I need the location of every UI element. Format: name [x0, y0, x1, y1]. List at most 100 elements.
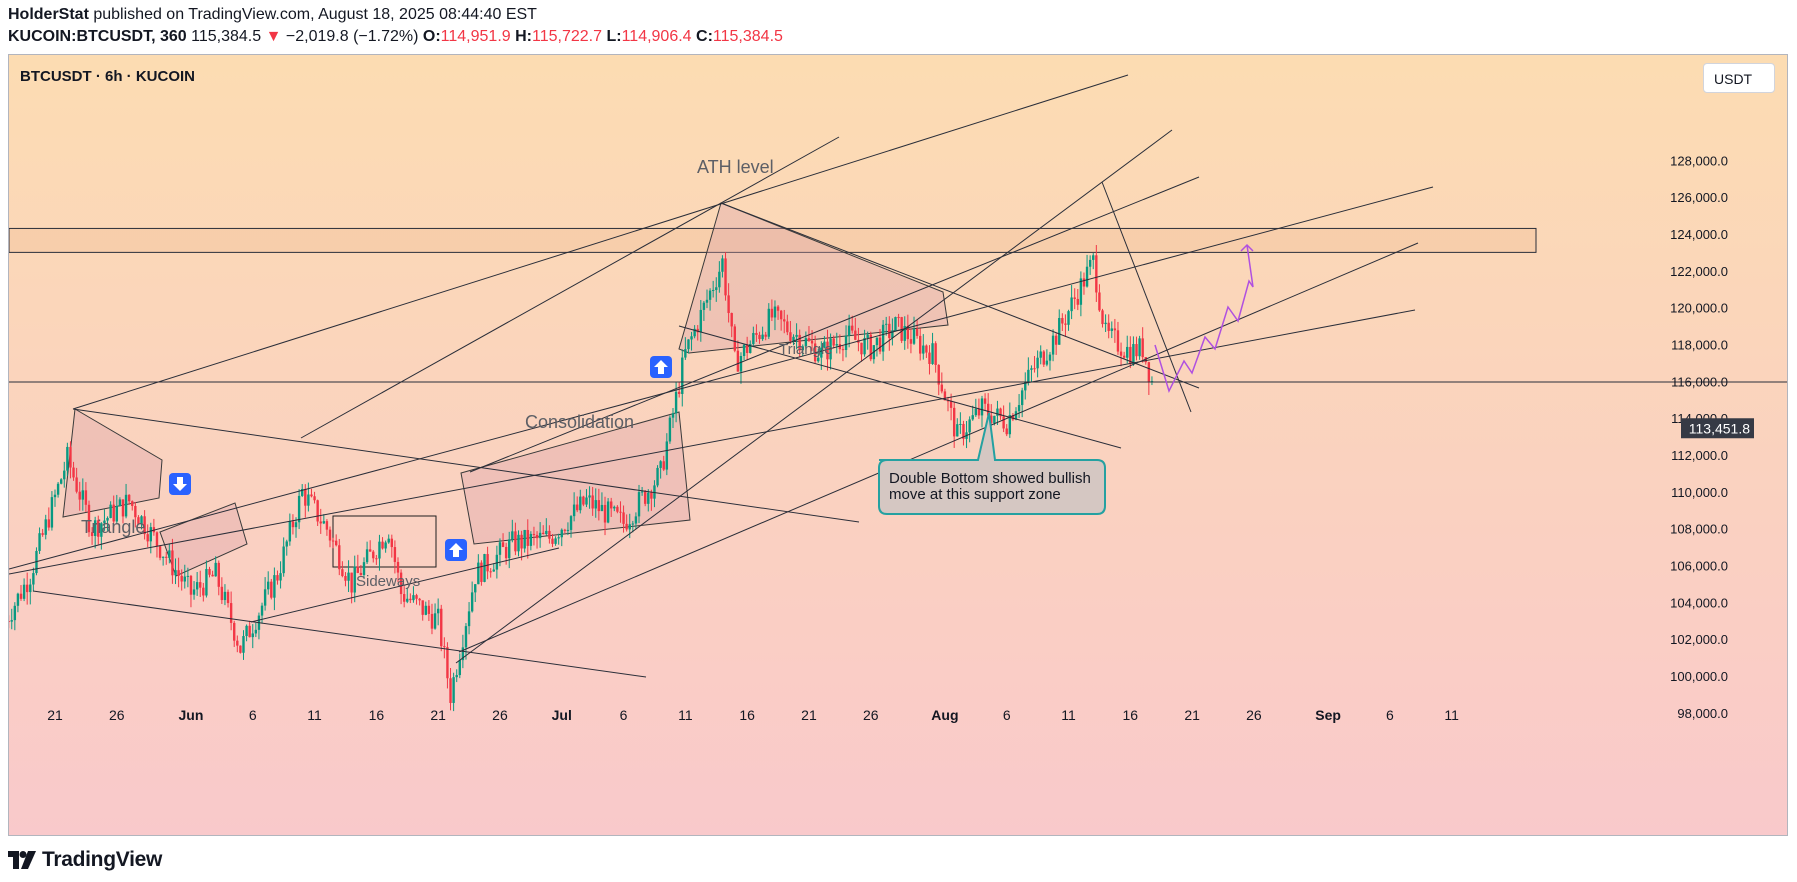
candle-body: [1042, 351, 1045, 365]
candle-body: [699, 309, 703, 333]
chart-pane[interactable]: ATH level Triangle Sideways Consolidation Tr…: [8, 54, 1788, 836]
candle-body: [659, 461, 662, 468]
candle-body: [322, 521, 326, 524]
candle-body: [1073, 297, 1076, 299]
channel-mid: [469, 176, 1200, 473]
candle-body: [325, 521, 329, 530]
candle-body: [29, 584, 32, 593]
candle-body: [22, 584, 26, 599]
candle-body: [251, 633, 254, 638]
candle-body: [875, 337, 879, 346]
currency-button[interactable]: USDT: [1703, 63, 1775, 93]
candle-body: [310, 494, 313, 497]
lower-left-line-2: [250, 547, 560, 623]
candle-body: [140, 516, 143, 525]
candle-body: [508, 539, 511, 559]
y-tick-label: 118,000.0: [1671, 337, 1728, 352]
candle-body: [885, 323, 888, 325]
candle-body: [653, 485, 656, 499]
candle-body: [294, 522, 298, 528]
candle-body: [851, 325, 854, 331]
x-tick-label: 26: [863, 707, 879, 723]
candle-body: [214, 562, 217, 577]
candle-body: [940, 384, 944, 392]
last-price: 115,384.5: [191, 28, 262, 45]
candle-body: [338, 545, 341, 570]
candle-body: [1058, 317, 1061, 345]
axes-layer: 98,000.0 100,000.0 102,000.0 104,000.0 106,0…: [47, 153, 1754, 723]
candle-body: [501, 542, 505, 547]
published-text: published on TradingView.com, August 18,…: [93, 6, 537, 23]
candle-body: [223, 591, 227, 601]
candle-body: [353, 566, 356, 593]
candle-body: [1024, 382, 1027, 391]
candle-body: [600, 504, 604, 512]
chart-canvas[interactable]: ATH level Triangle Sideways Consolidation Tr…: [9, 55, 1788, 836]
candle-body: [443, 646, 446, 648]
candle-body: [53, 494, 57, 498]
candle-body: [711, 289, 715, 291]
candle-body: [171, 550, 174, 576]
candle-body: [421, 600, 424, 615]
candle-body: [344, 576, 347, 581]
candle-body: [59, 479, 63, 484]
candle-body: [365, 549, 369, 563]
candle-body: [106, 517, 109, 521]
x-tick-label: 6: [620, 707, 628, 723]
candle-body: [767, 308, 770, 337]
candle-body: [687, 339, 690, 350]
x-tick-label: 6: [1003, 707, 1011, 723]
candle-body: [464, 626, 468, 648]
candle-body: [384, 542, 387, 549]
candle-body: [677, 391, 681, 394]
candle-body: [78, 491, 81, 500]
rising-line-1: [300, 136, 840, 439]
candle-body: [1132, 344, 1135, 365]
candle-body: [146, 534, 149, 542]
candle-body: [97, 520, 100, 537]
candle-body: [733, 326, 736, 351]
candle-body: [127, 494, 131, 502]
candle-body: [359, 572, 363, 576]
candle-body: [477, 562, 480, 585]
candle-body: [764, 334, 767, 337]
candle-body: [229, 603, 233, 623]
candle-body: [205, 568, 208, 596]
y-tick-label: 102,000.0: [1670, 632, 1728, 647]
candle-body: [526, 529, 529, 546]
candle-body: [69, 446, 72, 468]
candle-body: [368, 549, 372, 552]
candle-body: [399, 572, 403, 595]
annotation-label-0: ATH level: [697, 157, 774, 177]
author-name[interactable]: HolderStat: [8, 6, 89, 23]
candle-body: [990, 415, 993, 424]
candle-body: [835, 344, 838, 346]
candle-body: [161, 556, 165, 558]
candle-body: [1119, 351, 1123, 356]
candle-body: [32, 573, 35, 585]
candle-body: [211, 574, 214, 577]
candle-body: [739, 355, 743, 372]
candle-body: [1011, 415, 1015, 420]
annotation-text-layer: ATH level Triangle Sideways Consolidation Tr…: [81, 157, 1106, 590]
candle-body: [631, 523, 635, 525]
candle-body: [313, 496, 316, 501]
candle-body: [690, 336, 693, 340]
low-label: L:: [606, 28, 622, 45]
candle-body: [93, 520, 97, 537]
candle-body: [461, 647, 465, 661]
candle-body: [860, 342, 863, 355]
candle-body: [844, 335, 848, 350]
candle-body: [563, 529, 567, 531]
candle-body: [480, 562, 483, 582]
price-change: −2,019.8 (−1.72%): [285, 28, 419, 45]
candle-body: [980, 398, 984, 416]
candle-body: [983, 398, 987, 404]
candle-body: [427, 605, 431, 614]
tradingview-brand[interactable]: TradingView: [8, 845, 162, 875]
candle-body: [684, 349, 687, 358]
triangle-top-lower: [678, 325, 1122, 449]
candle-body: [798, 334, 801, 351]
x-tick-label: 26: [492, 707, 508, 723]
candle-body: [1135, 344, 1138, 357]
